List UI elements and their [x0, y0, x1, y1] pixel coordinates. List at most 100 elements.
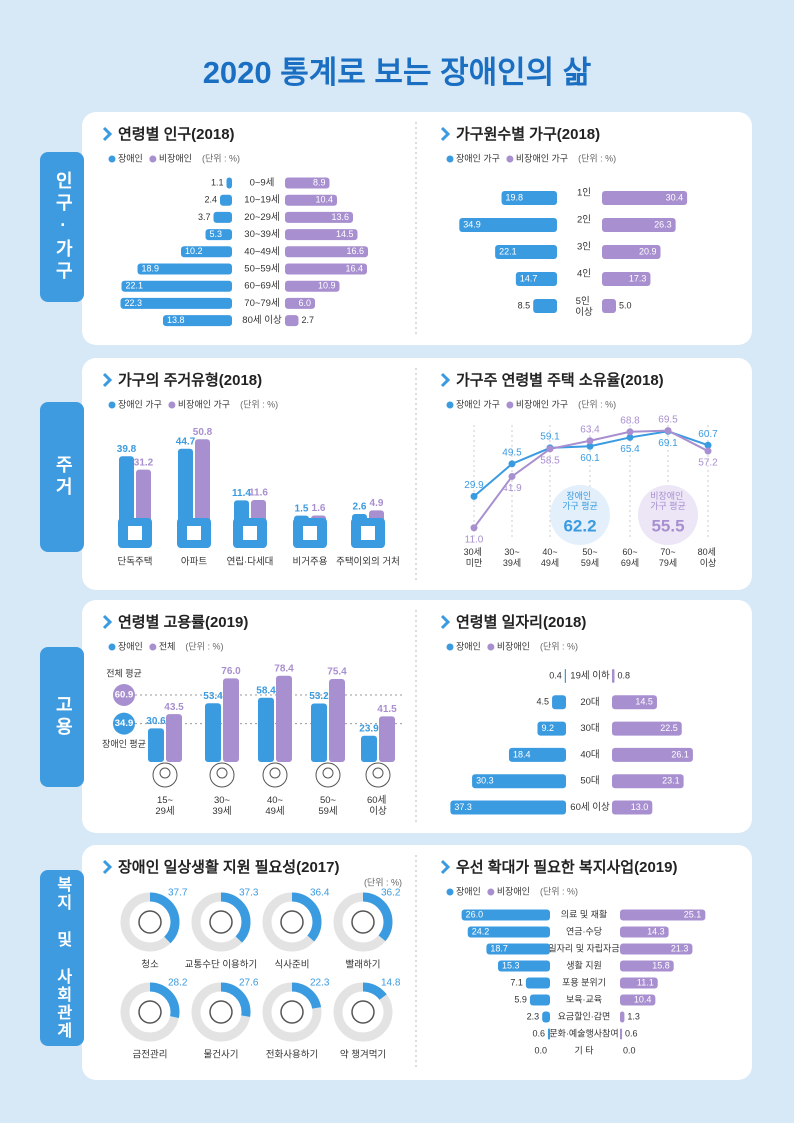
value-label: 4.9	[370, 498, 384, 509]
bar	[148, 728, 164, 762]
category-label: 금전관리	[133, 1050, 168, 1061]
category-label: 문화·예술행사참여	[549, 1027, 618, 1038]
category-label: 비거주용	[293, 557, 328, 568]
value-label: 0.4	[549, 670, 562, 680]
bar	[620, 1011, 625, 1023]
legend-marker	[506, 401, 514, 409]
legend-marker	[149, 155, 157, 163]
legend-marker	[108, 155, 116, 163]
bar	[459, 218, 557, 232]
bar	[542, 1011, 550, 1023]
value-label: 1.5	[295, 503, 309, 514]
reference-value: 60.9	[115, 690, 134, 701]
bar	[166, 714, 182, 762]
title-icon	[440, 372, 451, 388]
category-icon	[216, 767, 228, 779]
category-label: 포용 분위기	[562, 977, 606, 987]
category-label: 50~59세	[581, 547, 599, 568]
value-label: 34.9	[463, 219, 481, 229]
value-label: 4.5	[537, 697, 550, 707]
value-label: 0.0	[534, 1045, 547, 1055]
point	[586, 437, 594, 445]
value-label: 14.7	[520, 273, 538, 283]
category-label: 2인	[577, 215, 591, 226]
category-label: 0~9세	[250, 178, 275, 189]
category-label: 50~59세	[244, 264, 279, 275]
bar	[612, 800, 653, 815]
value-label: 15.8	[652, 960, 670, 970]
chart-title: 가구원수별 가구(2018)	[456, 125, 600, 143]
category-icon	[372, 767, 384, 779]
donut-arc	[262, 982, 322, 1042]
value-label: 14.8	[381, 978, 401, 989]
bar	[285, 263, 367, 275]
bar	[620, 977, 658, 989]
bar	[508, 747, 566, 762]
bar	[515, 272, 557, 286]
category-label: 50~59세	[318, 795, 337, 817]
bar	[525, 977, 550, 989]
section-tab	[40, 152, 84, 302]
section-label: 인구·가구	[53, 171, 73, 283]
legend-label: 비장애인	[497, 641, 530, 651]
value-label: 2.7	[302, 315, 315, 325]
point	[704, 447, 712, 455]
value-label: 58.4	[256, 685, 276, 696]
legend-label: 비장애인 가구	[178, 399, 230, 409]
value-label: 69.5	[658, 414, 678, 425]
category-label: 60~69세	[244, 281, 279, 292]
value-label: 13.6	[331, 212, 349, 222]
bar	[276, 675, 292, 762]
legend-label: 장애인 가구	[456, 399, 500, 409]
category-label: 60세 이상	[570, 802, 610, 813]
value-label: 20.9	[639, 246, 657, 256]
unit-label: (단위 : %)	[202, 153, 240, 163]
value-label: 7.1	[510, 977, 523, 987]
category-label: 40~49세	[244, 246, 279, 257]
value-label: 9.2	[541, 723, 554, 733]
point	[470, 524, 478, 532]
bar	[285, 211, 353, 223]
value-label: 58.5	[540, 456, 560, 467]
bar	[220, 194, 232, 206]
bar	[620, 1028, 623, 1040]
chart-title: 가구의 주거유형(2018)	[118, 371, 262, 389]
category-label: 15~ 29세	[155, 795, 174, 817]
reference-label: 장애인 평균	[102, 739, 146, 749]
bar	[311, 703, 327, 762]
average-label: 장애인 가구 평균	[562, 491, 598, 511]
value-label: 1.1	[211, 177, 224, 187]
legend-marker	[487, 643, 495, 651]
value-label: 2.3	[527, 1011, 540, 1021]
value-label: 0.0	[623, 1045, 636, 1055]
bar	[612, 774, 684, 789]
title-icon	[440, 859, 451, 875]
bar	[602, 191, 688, 205]
bar	[612, 747, 693, 762]
value-label: 1.6	[312, 503, 326, 514]
value-label: 11.6	[249, 488, 268, 499]
category-label: 생활 지원	[566, 959, 602, 970]
category-label: 아파트	[181, 557, 207, 568]
category-icon	[152, 762, 178, 788]
bar	[285, 229, 358, 241]
value-label: 0.6	[625, 1028, 638, 1038]
value-label: 18.7	[490, 943, 508, 953]
title-icon	[440, 126, 451, 142]
category-label: 30~39세	[212, 795, 231, 817]
bar	[602, 299, 616, 313]
bar	[120, 297, 232, 309]
category-label: 교통수단 이용하기	[185, 959, 258, 971]
value-label: 13.8	[167, 315, 185, 325]
value-label: 18.4	[513, 749, 531, 759]
category-label: 기 타	[574, 1045, 594, 1055]
value-label: 22.3	[310, 978, 330, 989]
value-label: 10.4	[315, 195, 333, 205]
page-title: 2020 통계로 보는 장애인의 삶	[203, 55, 592, 90]
category-label: 단독주택	[118, 557, 153, 568]
unit-label: (단위 : %)	[578, 153, 616, 163]
category-label: 빨래하기	[346, 959, 381, 971]
bar	[620, 994, 656, 1006]
value-label: 41.5	[377, 704, 397, 715]
value-label: 17.3	[629, 273, 647, 283]
